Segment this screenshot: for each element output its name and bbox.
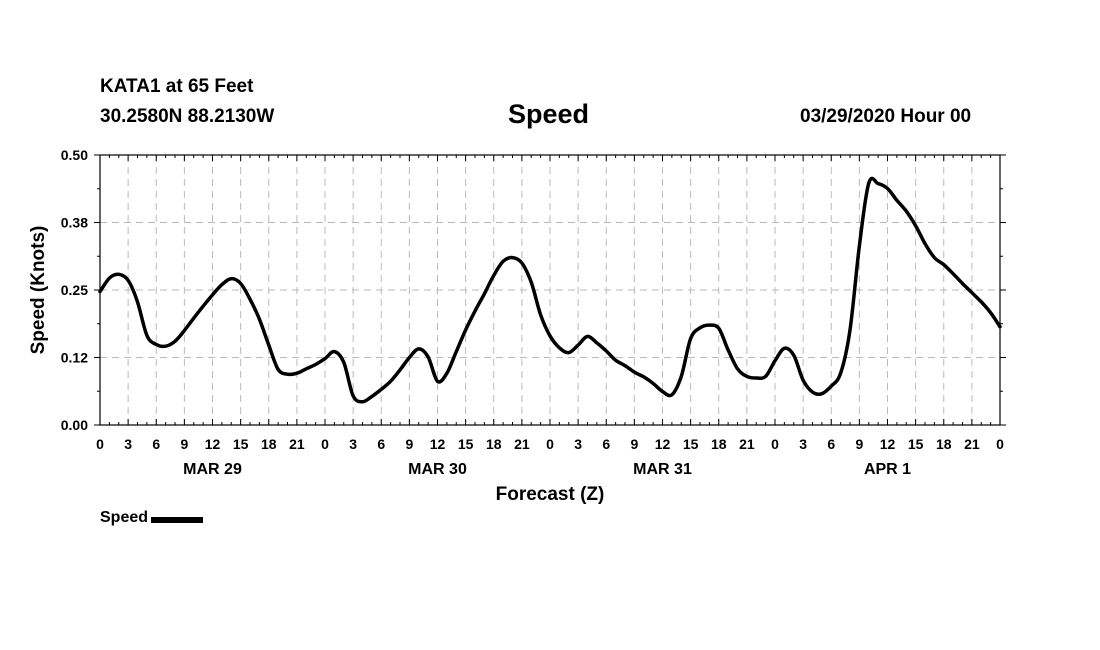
x-tick-label: 15 (908, 436, 924, 452)
x-tick-label: 18 (936, 436, 952, 452)
x-tick-label: 0 (546, 436, 554, 452)
x-tick-label: 3 (349, 436, 357, 452)
x-tick-label: 18 (261, 436, 277, 452)
y-axis-label: Speed (Knots) (28, 226, 49, 355)
y-tick-label: 0.12 (61, 350, 88, 366)
x-tick-label: 18 (486, 436, 502, 452)
y-tick-label: 0.25 (61, 282, 88, 298)
x-tick-label: 21 (964, 436, 980, 452)
x-tick-label: 0 (996, 436, 1004, 452)
x-tick-label: 0 (321, 436, 329, 452)
x-tick-label: 12 (430, 436, 446, 452)
legend-label: Speed (100, 509, 149, 526)
x-tick-label: 12 (205, 436, 221, 452)
x-tick-label: 18 (711, 436, 727, 452)
x-tick-label: 15 (683, 436, 699, 452)
x-tick-label: 0 (96, 436, 104, 452)
x-tick-label: 12 (655, 436, 671, 452)
x-tick-label: 6 (602, 436, 610, 452)
x-tick-label: 15 (233, 436, 249, 452)
x-tick-label: 6 (827, 436, 835, 452)
y-tick-label: 0.38 (61, 215, 88, 231)
tick-layer (94, 154, 1006, 426)
label-layer: 0 3 6 9 12 15 18 21 0 3 6 9 12 15 18 21 0 3 6 9 12 15 18 21 0 3 6 9… (61, 147, 1004, 478)
day-label: MAR 29 (183, 461, 242, 478)
y-tick-label: 0.50 (61, 147, 88, 163)
forecast-timestamp: 03/29/2020 Hour 00 (800, 106, 972, 127)
x-tick-label: 21 (739, 436, 755, 452)
station-label: KATA1 at 65 Feet (100, 76, 254, 97)
day-label: APR 1 (864, 461, 911, 478)
x-tick-label: 21 (289, 436, 305, 452)
x-tick-label: 21 (514, 436, 530, 452)
grid-layer (100, 155, 1000, 425)
legend-line-swatch (151, 517, 204, 523)
x-tick-label: 0 (771, 436, 779, 452)
x-tick-label: 9 (180, 436, 188, 452)
x-tick-label: 9 (405, 436, 413, 452)
x-tick-label: 6 (377, 436, 385, 452)
x-tick-label: 3 (574, 436, 582, 452)
day-label: MAR 30 (408, 461, 467, 478)
chart-title: Speed (508, 99, 590, 129)
x-tick-label: 6 (152, 436, 160, 452)
x-tick-label: 3 (124, 436, 132, 452)
speed-series-line (98, 176, 1002, 404)
x-tick-label: 15 (458, 436, 474, 452)
coordinates-label: 30.2580N 88.2130W (100, 106, 275, 127)
y-tick-label: 0.00 (61, 417, 88, 433)
x-axis-label: Forecast (Z) (496, 484, 605, 505)
legend: Speed (100, 509, 204, 527)
x-tick-label: 3 (799, 436, 807, 452)
x-tick-label: 12 (880, 436, 896, 452)
x-tick-label: 9 (630, 436, 638, 452)
x-tick-label: 9 (855, 436, 863, 452)
day-label: MAR 31 (633, 461, 692, 478)
